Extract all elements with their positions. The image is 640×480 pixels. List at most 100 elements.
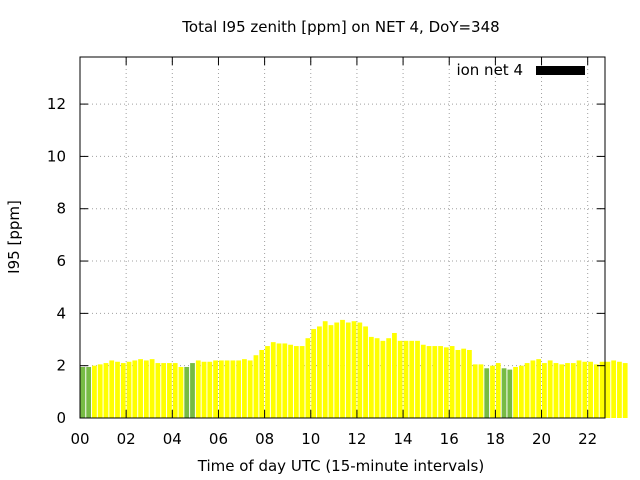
y-tick-label: 0 (56, 409, 66, 427)
bar (553, 363, 559, 418)
bar (340, 319, 345, 418)
bar (420, 344, 426, 418)
bar (605, 361, 611, 418)
bar (530, 360, 536, 418)
bar (218, 360, 224, 418)
bar (363, 326, 368, 418)
bar (403, 340, 409, 418)
x-tick-label: 14 (394, 430, 413, 448)
bar (115, 361, 120, 418)
bar (132, 360, 138, 418)
bar (547, 360, 553, 418)
y-tick-label: 12 (47, 95, 66, 113)
bar (207, 361, 213, 418)
bar (322, 321, 328, 418)
bar (617, 361, 622, 418)
bar (109, 360, 115, 418)
x-axis-label: Time of day UTC (15-minute intervals) (197, 457, 484, 475)
bar (484, 368, 490, 418)
bar (178, 366, 184, 418)
bar (495, 363, 501, 418)
bar (259, 349, 265, 418)
grid (80, 57, 605, 418)
bar (472, 364, 478, 418)
y-axis-label: I95 [ppm] (5, 200, 23, 274)
bar (455, 349, 461, 418)
bar (236, 360, 242, 418)
plot-frame (79, 56, 606, 419)
y-tick-label: 2 (56, 357, 66, 375)
x-tick-label: 22 (578, 430, 597, 448)
bar (155, 363, 161, 418)
bar (513, 366, 518, 418)
x-tick-label: 08 (255, 430, 274, 448)
bar (334, 322, 340, 418)
bar (288, 344, 293, 418)
bar (161, 363, 167, 418)
y-tick-label: 10 (47, 147, 66, 165)
bar (357, 322, 363, 418)
x-tick-label: 10 (301, 430, 320, 448)
bar (230, 360, 236, 418)
bar (311, 329, 317, 418)
bar (536, 359, 542, 418)
bar (507, 369, 513, 418)
y-tick-label: 6 (56, 252, 66, 270)
x-tick-label: 04 (163, 430, 182, 448)
bar (622, 363, 628, 418)
bar (120, 363, 126, 418)
bar (253, 355, 259, 418)
bar (449, 346, 455, 418)
bar (501, 368, 507, 418)
chart-title: Total I95 zenith [ppm] on NET 4, DoY=348 (181, 18, 499, 36)
bar (293, 346, 299, 418)
bar (351, 321, 357, 418)
y-tick-label: 4 (56, 304, 66, 322)
bar (167, 363, 172, 418)
bar (276, 343, 282, 418)
bar (190, 363, 195, 418)
bar (138, 359, 143, 418)
bar (570, 363, 576, 418)
legend-label: ion net 4 (456, 61, 523, 79)
bar (247, 360, 253, 418)
bar (599, 361, 605, 418)
x-tick-label: 16 (440, 430, 459, 448)
bar (611, 360, 617, 418)
bar (305, 338, 311, 418)
bar (582, 361, 588, 418)
x-tick-label: 18 (486, 430, 505, 448)
bar (328, 325, 334, 418)
bar (518, 365, 524, 418)
bars (80, 319, 628, 418)
bar (392, 332, 397, 418)
bar (386, 338, 392, 418)
bar (80, 366, 86, 418)
bar (195, 360, 201, 418)
bar (409, 340, 415, 418)
bar (213, 360, 218, 418)
bar (588, 361, 593, 418)
x-tick-label: 00 (70, 430, 89, 448)
bar (242, 359, 247, 418)
bar (432, 346, 438, 418)
bar (443, 347, 449, 418)
bar (97, 364, 103, 418)
bar (559, 364, 565, 418)
bar (380, 340, 386, 418)
bar (282, 343, 288, 418)
bar (524, 363, 530, 418)
bar (92, 365, 97, 418)
x-tick-label: 02 (117, 430, 136, 448)
bar (184, 366, 190, 418)
legend: ion net 4 (456, 61, 585, 79)
bar (265, 346, 270, 418)
x-tick-label: 06 (209, 430, 228, 448)
bar (542, 363, 547, 418)
bar (172, 363, 178, 418)
bar (565, 363, 570, 418)
legend-swatch (536, 66, 585, 75)
bar (224, 360, 230, 418)
